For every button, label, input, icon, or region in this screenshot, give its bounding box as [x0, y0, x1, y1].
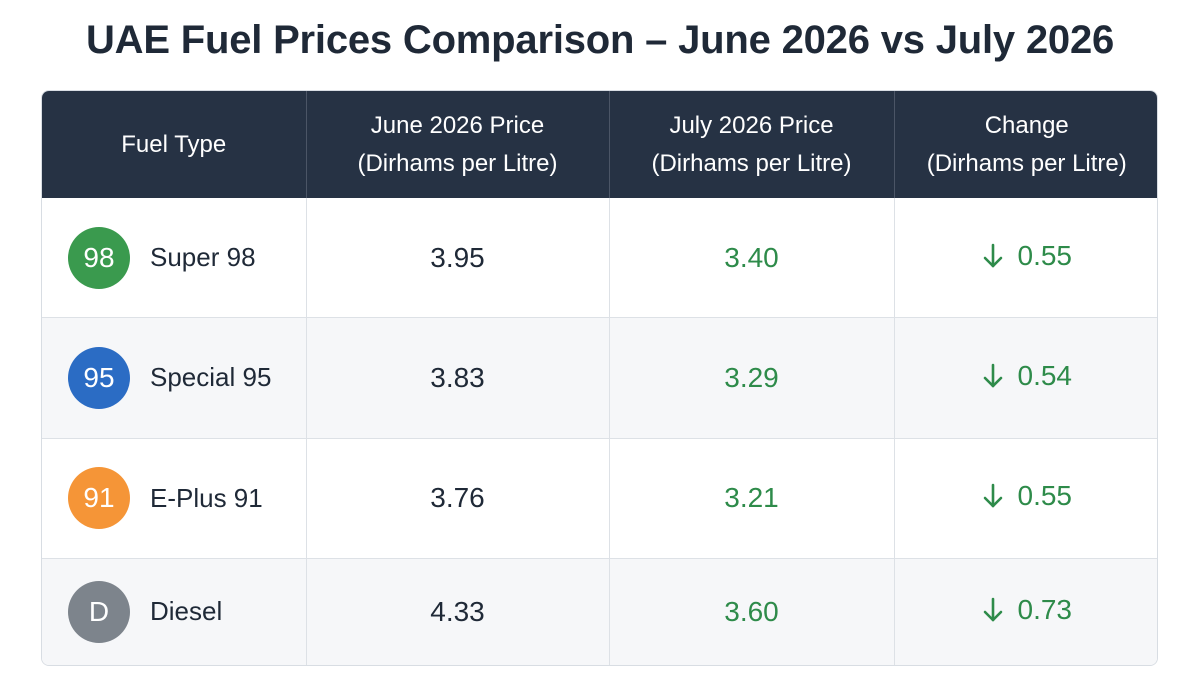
fuel-badge: 98 [68, 226, 130, 289]
header-july-price-unit: (Dirhams per Litre) [651, 149, 852, 177]
change-content: 0.55 [982, 480, 1073, 512]
header-fuel-type-label: Fuel Type [121, 130, 227, 158]
fuel-price-table-container: Fuel Type June 2026 Price (Dirhams per L… [41, 90, 1158, 666]
change-cell: 0.73 [894, 558, 1157, 665]
fuel-type-cell: 95 Special 95 [42, 317, 307, 439]
change-value: 0.55 [1017, 480, 1073, 512]
fuel-name: E-Plus 91 [150, 482, 263, 513]
header-june-price: June 2026 Price (Dirhams per Litre) [306, 91, 610, 198]
header-change-unit: (Dirhams per Litre) [926, 149, 1127, 177]
table-row: 98 Super 98 3.95 3.40 0.55 [42, 198, 1157, 319]
fuel-price-table: Fuel Type June 2026 Price (Dirhams per L… [42, 91, 1157, 665]
fuel-badge: 91 [68, 467, 130, 530]
table-row: D Diesel 4.33 3.60 0.73 [42, 558, 1157, 665]
arrow-down-icon [983, 597, 1002, 622]
june-price-cell: 3.83 [306, 317, 610, 439]
header-change-label: Change [984, 111, 1069, 139]
fuel-type-content: 98 Super 98 [68, 226, 306, 289]
fuel-name: Special 95 [150, 362, 272, 393]
table-row: 95 Special 95 3.83 3.29 0.54 [42, 317, 1157, 439]
june-price-cell: 3.76 [306, 438, 610, 559]
fuel-type-cell: 98 Super 98 [42, 198, 307, 319]
change-cell: 0.55 [894, 438, 1157, 559]
july-price-cell: 3.60 [609, 558, 895, 665]
june-price-cell: 4.33 [306, 558, 610, 665]
change-content: 0.55 [982, 239, 1073, 272]
fuel-badge: 95 [68, 346, 130, 409]
header-june-price-label: June 2026 Price [370, 111, 545, 139]
fuel-type-content: 95 Special 95 [68, 346, 306, 409]
fuel-name: Diesel [150, 596, 223, 627]
table-row: 91 E-Plus 91 3.76 3.21 0.55 [42, 438, 1157, 559]
table-header: Fuel Type June 2026 Price (Dirhams per L… [42, 91, 1157, 198]
arrow-down-icon [983, 483, 1002, 508]
change-cell: 0.55 [894, 198, 1157, 319]
change-cell: 0.54 [894, 317, 1157, 439]
header-change: Change (Dirhams per Litre) [894, 91, 1157, 198]
june-price-cell: 3.95 [306, 198, 610, 319]
july-price-cell: 3.21 [609, 438, 895, 559]
arrow-down-icon [983, 243, 1002, 267]
change-content: 0.54 [982, 359, 1073, 392]
header-fuel-type: Fuel Type [42, 91, 307, 198]
header-july-price-label: July 2026 Price [669, 111, 834, 139]
change-value: 0.55 [1017, 239, 1073, 271]
fuel-type-content: D Diesel [68, 580, 306, 643]
page-title: UAE Fuel Prices Comparison – June 2026 v… [85, 18, 1115, 62]
header-july-price: July 2026 Price (Dirhams per Litre) [609, 91, 895, 198]
fuel-badge: D [68, 580, 130, 643]
fuel-type-cell: D Diesel [42, 558, 307, 665]
july-price-cell: 3.29 [609, 317, 895, 439]
table-body: 98 Super 98 3.95 3.40 0.55 95 Special 95 3.83 3.… [42, 198, 1157, 665]
july-price-cell: 3.40 [609, 198, 895, 319]
arrow-down-icon [983, 363, 1002, 388]
change-value: 0.73 [1017, 593, 1073, 625]
fuel-name: Super 98 [150, 242, 256, 273]
change-content: 0.73 [982, 593, 1073, 626]
fuel-type-cell: 91 E-Plus 91 [42, 438, 307, 559]
change-value: 0.54 [1017, 359, 1073, 391]
header-june-price-unit: (Dirhams per Litre) [357, 149, 558, 177]
header-row: Fuel Type June 2026 Price (Dirhams per L… [42, 91, 1157, 198]
fuel-type-content: 91 E-Plus 91 [68, 467, 306, 530]
